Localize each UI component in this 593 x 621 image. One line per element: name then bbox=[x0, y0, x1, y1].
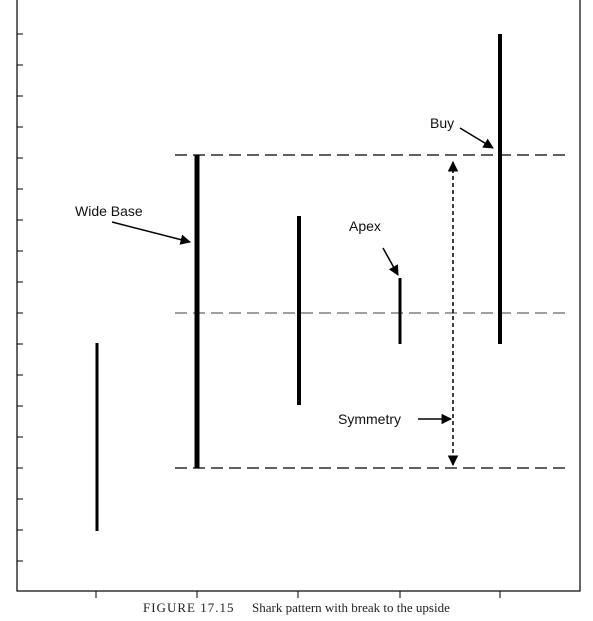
annotation: Apex bbox=[349, 218, 381, 234]
pointer-arrows bbox=[111, 127, 494, 425]
annotation: Wide Base bbox=[75, 203, 143, 219]
arrow bbox=[111, 221, 192, 245]
figure-caption: Shark pattern with break to the upside bbox=[252, 600, 450, 615]
price-bars bbox=[95, 34, 502, 531]
annotation: Symmetry bbox=[338, 411, 401, 427]
annotation: Buy bbox=[430, 115, 454, 131]
ticks bbox=[17, 33, 501, 598]
figure-label: FIGURE 17.15 bbox=[143, 600, 234, 615]
arrow bbox=[459, 127, 494, 149]
arrow bbox=[382, 247, 399, 276]
